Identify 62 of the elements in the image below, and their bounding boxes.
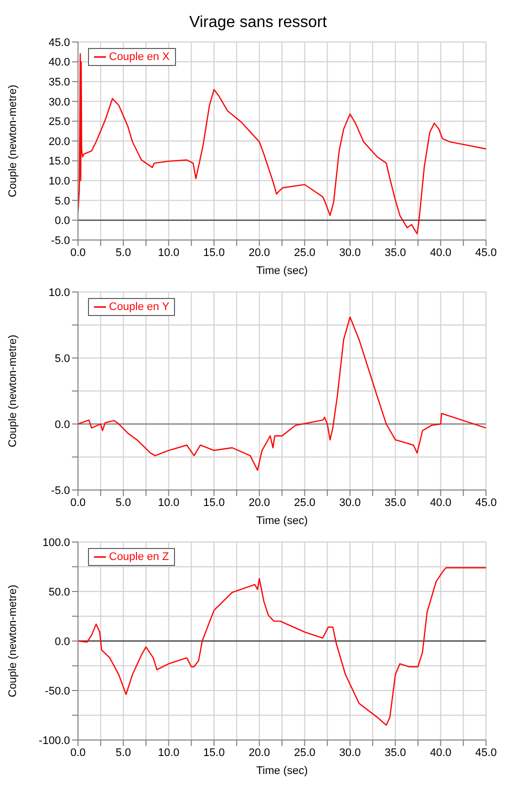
x-tick-label: 10.0	[158, 496, 180, 509]
x-tick-label: 20.0	[248, 246, 270, 259]
y-axis-title: Couple (newton-metre)	[6, 84, 19, 198]
y-tick-label: 0.0	[54, 418, 70, 431]
y-tick-label: -50.0	[44, 685, 70, 698]
y-tick-label: -100.0	[38, 734, 70, 747]
x-tick-label: 30.0	[339, 496, 361, 509]
x-tick-label: 15.0	[203, 746, 225, 759]
x-tick-label: 5.0	[116, 496, 131, 509]
x-tick-label: 0.0	[70, 496, 86, 509]
legend-label: Couple en Z	[109, 550, 169, 564]
x-tick-label: 20.0	[248, 746, 270, 759]
y-tick-label: 5.0	[54, 352, 70, 365]
y-tick-label: 15.0	[48, 156, 70, 168]
x-tick-label: 15.0	[203, 496, 225, 509]
x-tick-label: 15.0	[203, 246, 225, 259]
x-tick-label: 20.0	[248, 496, 270, 509]
y-tick-label: 10.0	[48, 176, 70, 188]
x-tick-label: 40.0	[430, 496, 452, 509]
y-tick-label: 30.0	[48, 96, 70, 108]
x-tick-label: 25.0	[294, 746, 316, 759]
y-axis-title: Couple (newton-metre)	[6, 334, 19, 448]
legend-label: Couple en X	[109, 50, 170, 64]
y-tick-label: 20.0	[48, 136, 70, 148]
x-tick-label: 45.0	[475, 496, 497, 509]
y-axis-title: Couple (newton-metre)	[6, 584, 19, 698]
y-tick-label: 35.0	[48, 76, 70, 89]
y-tick-label: 40.0	[48, 56, 70, 69]
x-tick-label: 5.0	[116, 746, 131, 759]
line-series	[78, 53, 486, 234]
x-tick-label: 35.0	[384, 246, 406, 259]
x-tick-label: 40.0	[430, 246, 452, 259]
x-tick-label: 45.0	[475, 746, 497, 759]
y-tick-label: 5.0	[54, 195, 70, 208]
chart-title: Virage sans ressort	[188, 14, 328, 32]
x-axis-title: Time (sec)	[256, 765, 308, 777]
x-tick-label: 0.0	[70, 746, 86, 759]
x-tick-label: 10.0	[158, 746, 180, 759]
y-tick-label: 50.0	[48, 586, 70, 598]
x-tick-label: 25.0	[294, 496, 316, 509]
y-tick-label: 0.0	[54, 215, 70, 228]
x-axis-title: Time (sec)	[256, 515, 308, 527]
legend-label: Couple en Y	[109, 300, 170, 314]
x-tick-label: 35.0	[384, 496, 406, 509]
x-tick-label: 40.0	[430, 746, 452, 759]
x-tick-label: 35.0	[384, 746, 406, 759]
y-tick-label: 0.0	[54, 636, 70, 648]
x-tick-label: 10.0	[158, 246, 180, 259]
y-tick-label: 45.0	[48, 36, 70, 49]
x-axis-title: Time (sec)	[256, 265, 308, 277]
x-tick-label: 30.0	[339, 746, 361, 759]
x-tick-label: 25.0	[294, 246, 316, 259]
line-series	[78, 567, 486, 726]
y-tick-label: 100.0	[42, 536, 70, 549]
x-tick-label: 5.0	[116, 246, 131, 259]
y-tick-label: 25.0	[48, 116, 70, 128]
y-tick-label: -5.0	[51, 484, 70, 497]
x-tick-label: 45.0	[475, 246, 497, 259]
y-tick-label: 10.0	[48, 286, 70, 299]
x-tick-label: 30.0	[339, 246, 361, 259]
x-tick-label: 0.0	[70, 246, 86, 259]
y-tick-label: -5.0	[51, 234, 70, 247]
